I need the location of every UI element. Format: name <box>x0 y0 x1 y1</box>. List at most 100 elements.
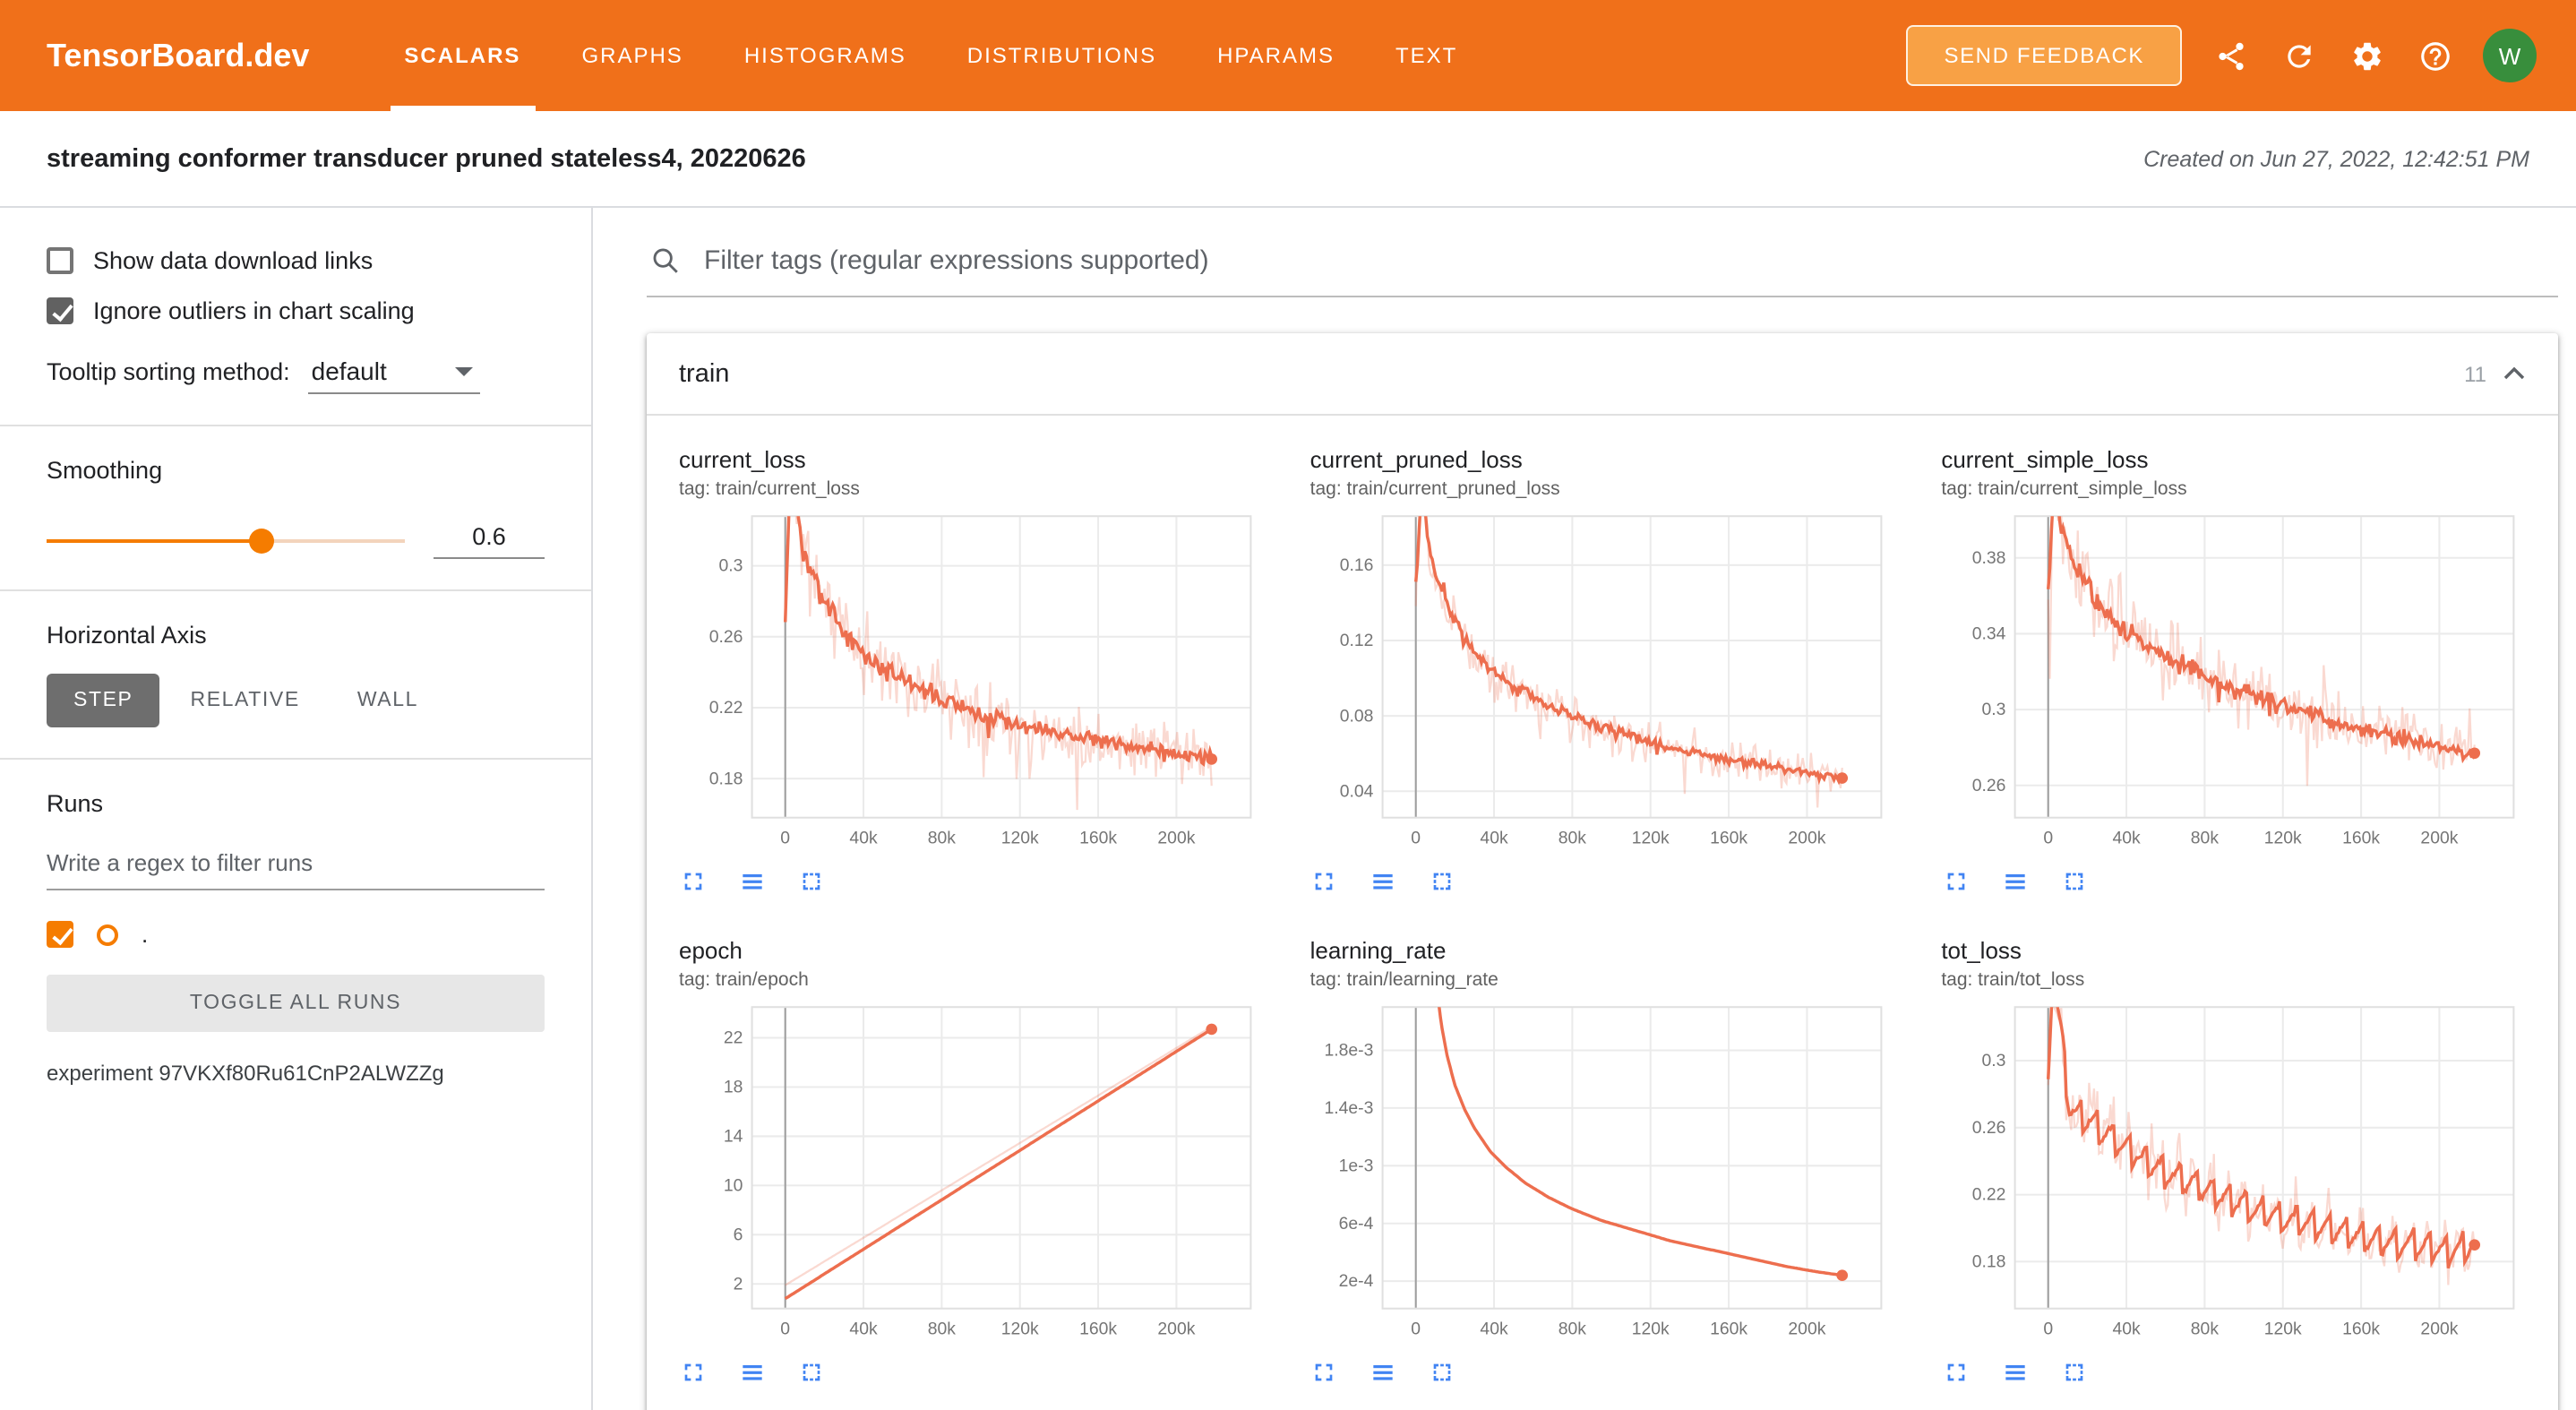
tab-graphs[interactable]: GRAPHS <box>581 43 683 68</box>
smoothing-slider[interactable] <box>47 529 405 554</box>
svg-text:2e-4: 2e-4 <box>1339 1271 1374 1291</box>
chevron-down-icon <box>454 367 473 385</box>
chart-tile: tot_loss tag: train/tot_loss 0.18 0.22 0.2… <box>1941 935 2526 1387</box>
card-title: train <box>679 359 730 388</box>
run-row[interactable]: . <box>47 921 545 948</box>
svg-text:0: 0 <box>780 1319 790 1338</box>
svg-text:160k: 160k <box>2341 828 2379 847</box>
fit-domain-button[interactable] <box>797 867 826 896</box>
fullscreen-button[interactable] <box>1310 867 1339 896</box>
fit-domain-button[interactable] <box>2059 1357 2088 1386</box>
fit-domain-button[interactable] <box>1429 867 1457 896</box>
svg-text:0.3: 0.3 <box>1981 700 2005 719</box>
chart-toolbar <box>679 1357 1264 1386</box>
tab-histograms[interactable]: HISTOGRAMS <box>743 43 906 68</box>
data-table-button[interactable] <box>2000 1357 2029 1386</box>
tab-hparams[interactable]: HPARAMS <box>1217 43 1335 68</box>
avatar[interactable]: W <box>2483 29 2537 82</box>
help-icon[interactable] <box>2415 36 2454 75</box>
svg-text:160k: 160k <box>2341 1319 2379 1338</box>
svg-text:120k: 120k <box>1632 828 1670 847</box>
chart-title: epoch <box>679 936 743 964</box>
chart-plot[interactable]: 0.04 0.08 0.12 0.16 0 40k 80k 120k 160k 200k <box>1310 507 1895 858</box>
svg-text:0.22: 0.22 <box>1971 1184 2005 1204</box>
data-table-button[interactable] <box>1370 867 1398 896</box>
fit-domain-button[interactable] <box>1429 1357 1457 1386</box>
chart-tag: tag: train/current_simple_loss <box>1941 478 2187 500</box>
svg-text:0: 0 <box>1412 1319 1421 1338</box>
svg-text:0.08: 0.08 <box>1340 706 1374 726</box>
fullscreen-button[interactable] <box>1310 1357 1339 1386</box>
fullscreen-button[interactable] <box>1941 1357 1970 1386</box>
show-download-links-checkbox[interactable]: Show data download links <box>47 247 545 274</box>
svg-text:1e-3: 1e-3 <box>1339 1156 1374 1175</box>
tab-text[interactable]: TEXT <box>1395 43 1458 68</box>
chart-tag: tag: train/current_loss <box>679 478 860 500</box>
collapse-icon[interactable] <box>2503 365 2526 382</box>
experiment-id: experiment 97VKXf80Ru61CnP2ALWZZg <box>47 1061 444 1086</box>
share-icon[interactable] <box>2211 36 2250 75</box>
fullscreen-button[interactable] <box>679 867 708 896</box>
svg-text:200k: 200k <box>1789 1319 1826 1338</box>
runs-label: Runs <box>47 790 104 817</box>
settings-gear-icon[interactable] <box>2347 36 2386 75</box>
svg-text:120k: 120k <box>2263 828 2301 847</box>
chart-title: current_pruned_loss <box>1309 446 1523 473</box>
chart-plot[interactable]: 2e-4 6e-4 1e-3 1.4e-3 1.8e-3 0 40k 80k 120k 160k 2… <box>1310 998 1895 1349</box>
tooltip-sort-row: Tooltip sorting method: default <box>47 357 545 394</box>
chart-title: learning_rate <box>1309 936 1447 964</box>
fullscreen-button[interactable] <box>679 1357 708 1386</box>
chart-count: 11 <box>2464 361 2486 386</box>
tag-filter-input[interactable] <box>700 244 2555 278</box>
experiment-header: streaming conformer transducer pruned st… <box>0 111 2576 208</box>
svg-text:80k: 80k <box>1558 1319 1587 1338</box>
svg-text:40k: 40k <box>2112 1319 2141 1338</box>
svg-text:200k: 200k <box>1157 828 1195 847</box>
axis-relative-button[interactable]: RELATIVE <box>190 690 300 711</box>
run-checkbox[interactable] <box>47 921 73 948</box>
svg-text:0.18: 0.18 <box>709 769 743 788</box>
tooltip-sort-label: Tooltip sorting method: <box>47 358 290 385</box>
svg-text:40k: 40k <box>1481 1319 1509 1338</box>
chart-plot[interactable]: 2 6 10 14 18 22 0 40k 80k 120k 160k 200k <box>679 998 1264 1349</box>
fit-domain-button[interactable] <box>2059 867 2088 896</box>
chart-tile: learning_rate tag: train/learning_rate 2… <box>1310 935 1895 1387</box>
scalars-dashboard: train 11 current_loss tag: train/current… <box>593 208 2576 1410</box>
tab-scalars[interactable]: SCALARS <box>374 0 551 111</box>
chart-plot[interactable]: 0.18 0.22 0.26 0.3 0 40k 80k 120k 160k 200k <box>679 507 1264 858</box>
svg-text:80k: 80k <box>1558 828 1587 847</box>
chart-title: current_simple_loss <box>1941 446 2149 473</box>
refresh-icon[interactable] <box>2279 36 2318 75</box>
app-logo[interactable]: TensorBoard.dev <box>47 37 310 73</box>
svg-text:1.8e-3: 1.8e-3 <box>1325 1040 1374 1060</box>
ignore-outliers-checkbox[interactable]: Ignore outliers in chart scaling <box>47 297 545 324</box>
runs-filter-input[interactable] <box>47 835 545 890</box>
svg-text:2: 2 <box>734 1274 743 1294</box>
svg-text:0.12: 0.12 <box>1340 631 1374 650</box>
fit-domain-button[interactable] <box>797 1357 826 1386</box>
tab-distributions[interactable]: DISTRIBUTIONS <box>966 43 1157 68</box>
card-header[interactable]: train 11 <box>647 333 2558 416</box>
data-table-button[interactable] <box>1370 1357 1398 1386</box>
svg-text:0: 0 <box>2043 828 2053 847</box>
svg-text:120k: 120k <box>1632 1319 1670 1338</box>
slider-thumb[interactable] <box>249 529 274 554</box>
tooltip-sort-select[interactable]: default <box>307 357 480 394</box>
axis-step-button[interactable]: STEP <box>47 674 160 727</box>
data-table-button[interactable] <box>738 867 767 896</box>
chart-plot[interactable]: 0.18 0.22 0.26 0.3 0 40k 80k 120k 160k 200k <box>1941 998 2526 1349</box>
svg-text:0.04: 0.04 <box>1340 781 1374 801</box>
divider <box>0 758 591 760</box>
smoothing-value-input[interactable] <box>434 523 545 559</box>
svg-text:10: 10 <box>724 1175 743 1195</box>
toggle-all-runs-button[interactable]: TOGGLE ALL RUNS <box>47 975 545 1032</box>
data-table-button[interactable] <box>738 1357 767 1386</box>
fullscreen-button[interactable] <box>1941 867 1970 896</box>
data-table-button[interactable] <box>2000 867 2029 896</box>
svg-text:200k: 200k <box>1157 1319 1195 1338</box>
axis-wall-button[interactable]: WALL <box>356 690 418 711</box>
send-feedback-button[interactable]: SEND FEEDBACK <box>1906 25 2182 86</box>
chart-title: tot_loss <box>1941 936 2022 964</box>
svg-text:80k: 80k <box>928 1319 957 1338</box>
chart-plot[interactable]: 0.26 0.3 0.34 0.38 0 40k 80k 120k 160k 200k <box>1941 507 2526 858</box>
